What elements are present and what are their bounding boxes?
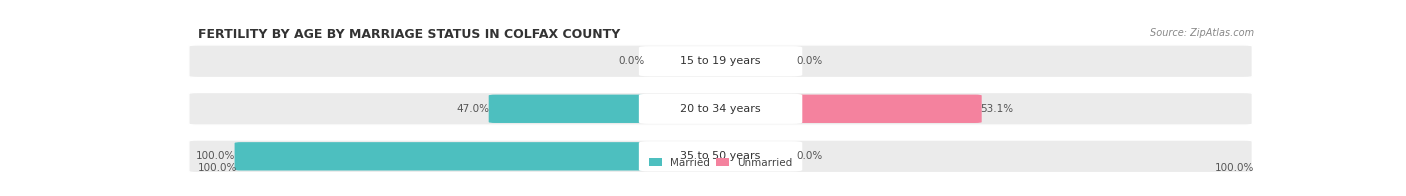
FancyBboxPatch shape (638, 46, 803, 76)
Text: 100.0%: 100.0% (1215, 163, 1254, 173)
Text: 0.0%: 0.0% (797, 151, 823, 161)
Text: 100.0%: 100.0% (197, 151, 236, 161)
FancyBboxPatch shape (235, 142, 727, 171)
Text: 0.0%: 0.0% (797, 56, 823, 66)
Text: Source: ZipAtlas.com: Source: ZipAtlas.com (1150, 28, 1254, 38)
FancyBboxPatch shape (638, 141, 803, 172)
Text: 35 to 50 years: 35 to 50 years (681, 151, 761, 161)
FancyBboxPatch shape (188, 93, 1253, 125)
FancyBboxPatch shape (638, 94, 803, 124)
Text: 15 to 19 years: 15 to 19 years (681, 56, 761, 66)
Legend: Married, Unmarried: Married, Unmarried (650, 158, 792, 168)
Text: 0.0%: 0.0% (619, 56, 644, 66)
Text: 20 to 34 years: 20 to 34 years (681, 104, 761, 114)
Text: FERTILITY BY AGE BY MARRIAGE STATUS IN COLFAX COUNTY: FERTILITY BY AGE BY MARRIAGE STATUS IN C… (197, 28, 620, 41)
FancyBboxPatch shape (489, 95, 727, 123)
Text: 47.0%: 47.0% (457, 104, 489, 114)
FancyBboxPatch shape (714, 95, 981, 123)
FancyBboxPatch shape (188, 140, 1253, 173)
Text: 53.1%: 53.1% (980, 104, 1014, 114)
FancyBboxPatch shape (188, 45, 1253, 78)
Text: 100.0%: 100.0% (197, 163, 238, 173)
